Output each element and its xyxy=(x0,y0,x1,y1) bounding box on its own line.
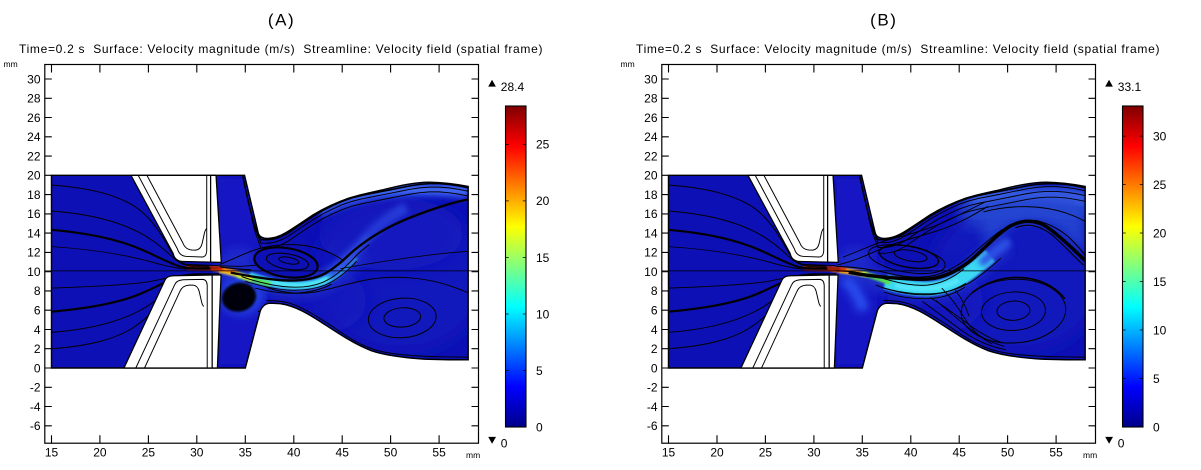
svg-text:4: 4 xyxy=(34,323,41,337)
svg-text:6: 6 xyxy=(651,304,658,318)
svg-text:mm: mm xyxy=(1083,450,1097,460)
svg-text:28: 28 xyxy=(644,92,658,106)
svg-text:16: 16 xyxy=(27,207,41,221)
svg-text:2: 2 xyxy=(651,342,658,356)
svg-text:0: 0 xyxy=(651,361,658,375)
svg-text:8: 8 xyxy=(651,284,658,298)
svg-text:5: 5 xyxy=(1153,372,1160,386)
svg-text:10: 10 xyxy=(536,307,550,321)
svg-text:-2: -2 xyxy=(30,381,41,395)
svg-text:22: 22 xyxy=(644,149,658,163)
svg-text:20: 20 xyxy=(536,194,550,208)
svg-text:12: 12 xyxy=(644,246,658,260)
svg-text:-4: -4 xyxy=(30,400,41,414)
svg-text:15: 15 xyxy=(536,251,550,265)
svg-text:20: 20 xyxy=(644,169,658,183)
svg-text:33.1: 33.1 xyxy=(1118,80,1142,94)
svg-text:50: 50 xyxy=(1001,446,1015,460)
svg-text:40: 40 xyxy=(904,446,918,460)
svg-text:Time=0.2 s Surface: Velocity: Time=0.2 s Surface: Velocity magnitude (… xyxy=(636,42,1160,56)
svg-text:-6: -6 xyxy=(647,419,658,433)
svg-text:15: 15 xyxy=(45,446,59,460)
svg-text:16: 16 xyxy=(644,207,658,221)
svg-text:30: 30 xyxy=(807,446,821,460)
svg-text:20: 20 xyxy=(1153,226,1167,240)
svg-text:24: 24 xyxy=(644,130,658,144)
svg-text:0: 0 xyxy=(1118,436,1125,450)
svg-text:mm: mm xyxy=(4,59,18,69)
svg-text:8: 8 xyxy=(34,284,41,298)
svg-text:12: 12 xyxy=(27,246,41,260)
svg-text:25: 25 xyxy=(1153,178,1167,192)
svg-text:0: 0 xyxy=(501,436,508,450)
svg-text:10: 10 xyxy=(27,265,41,279)
svg-text:25: 25 xyxy=(536,138,550,152)
svg-text:25: 25 xyxy=(759,446,773,460)
svg-text:4: 4 xyxy=(651,323,658,337)
svg-text:28: 28 xyxy=(27,92,41,106)
svg-text:30: 30 xyxy=(27,72,41,86)
svg-text:40: 40 xyxy=(287,446,301,460)
svg-text:10: 10 xyxy=(1153,323,1167,337)
svg-text:20: 20 xyxy=(27,169,41,183)
svg-text:18: 18 xyxy=(27,188,41,202)
svg-text:45: 45 xyxy=(953,446,967,460)
svg-text:15: 15 xyxy=(662,446,676,460)
svg-text:45: 45 xyxy=(336,446,350,460)
svg-text:24: 24 xyxy=(27,130,41,144)
svg-text:55: 55 xyxy=(432,446,446,460)
svg-text:14: 14 xyxy=(27,226,41,240)
svg-text:10: 10 xyxy=(644,265,658,279)
svg-text:30: 30 xyxy=(644,72,658,86)
svg-text:-2: -2 xyxy=(647,381,658,395)
svg-text:15: 15 xyxy=(1153,275,1167,289)
svg-text:mm: mm xyxy=(466,450,480,460)
svg-text:5: 5 xyxy=(536,364,543,378)
svg-text:50: 50 xyxy=(384,446,398,460)
svg-text:6: 6 xyxy=(34,304,41,318)
svg-text:35: 35 xyxy=(239,446,253,460)
svg-text:26: 26 xyxy=(644,111,658,125)
svg-text:20: 20 xyxy=(710,446,724,460)
svg-text:0: 0 xyxy=(536,420,543,434)
svg-text:26: 26 xyxy=(27,111,41,125)
svg-text:22: 22 xyxy=(27,149,41,163)
svg-text:30: 30 xyxy=(1153,129,1167,143)
svg-text:20: 20 xyxy=(93,446,107,460)
svg-text:18: 18 xyxy=(644,188,658,202)
svg-text:25: 25 xyxy=(142,446,156,460)
svg-text:35: 35 xyxy=(856,446,870,460)
svg-text:28.4: 28.4 xyxy=(501,80,525,94)
svg-text:0: 0 xyxy=(1153,420,1160,434)
svg-text:(B): (B) xyxy=(870,10,897,29)
svg-text:(A): (A) xyxy=(268,10,295,29)
svg-text:14: 14 xyxy=(644,226,658,240)
svg-text:mm: mm xyxy=(621,59,635,69)
svg-text:Time=0.2 s Surface: Velocity: Time=0.2 s Surface: Velocity magnitude (… xyxy=(19,42,543,56)
svg-text:2: 2 xyxy=(34,342,41,356)
svg-text:-6: -6 xyxy=(30,419,41,433)
svg-text:-4: -4 xyxy=(647,400,658,414)
svg-text:30: 30 xyxy=(190,446,204,460)
svg-text:0: 0 xyxy=(34,361,41,375)
svg-text:55: 55 xyxy=(1049,446,1063,460)
